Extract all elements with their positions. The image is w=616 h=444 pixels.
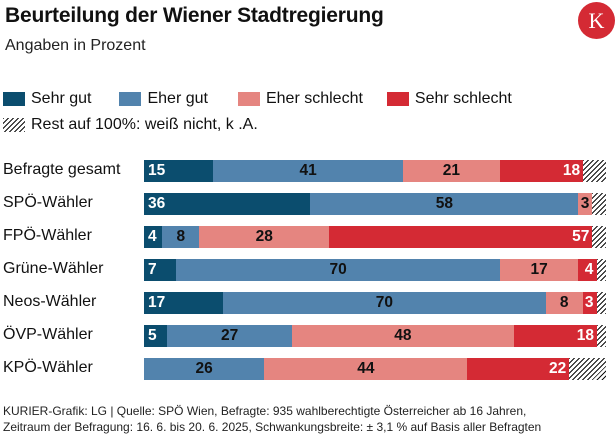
footer-details: Zeitraum der Befragung: 16. 6. bis 20. 6… xyxy=(3,420,542,434)
bar-segment-gruene-waehler-eher-schlecht xyxy=(499,259,579,281)
bar-segment-befragte-gesamt-eher-gut xyxy=(213,160,403,182)
data-label-befragte-gesamt-sehr-gut: 15 xyxy=(148,162,166,179)
bar-segment-kpoe-waehler-sehr-schlecht xyxy=(467,358,570,380)
legend-label-rest: Rest auf 100%: weiß nicht, k .A. xyxy=(31,116,258,133)
data-label-fpoe-waehler-sehr-gut: 4 xyxy=(148,228,157,245)
data-label-neos-waehler-sehr-schlecht: 3 xyxy=(584,294,594,311)
bar-rest-gruene-waehler xyxy=(596,259,606,281)
data-label-gruene-waehler-sehr-gut: 7 xyxy=(148,261,157,278)
legend-swatch-sehr-schlecht xyxy=(386,92,409,106)
bar-segment-oevp-waehler-eher-schlecht xyxy=(291,325,514,347)
bar-rest-neos-waehler xyxy=(596,292,606,314)
data-label-befragte-gesamt-eher-schlecht: 21 xyxy=(442,162,460,179)
legend-label-sehr-gut: Sehr gut xyxy=(31,90,92,107)
bar-rest-fpoe-waehler xyxy=(592,226,606,248)
row-label-gruene-waehler: Grüne-Wähler xyxy=(3,260,104,277)
bar-segment-fpoe-waehler-eher-schlecht xyxy=(199,226,329,248)
legend-swatch-rest xyxy=(3,118,25,132)
bar-rest-oevp-waehler xyxy=(596,325,606,347)
bar-rest-befragte-gesamt xyxy=(582,160,606,182)
data-label-oevp-waehler-sehr-gut: 5 xyxy=(148,327,157,344)
bar-segment-spoe-waehler-sehr-gut xyxy=(144,193,311,215)
bar-rest-spoe-waehler xyxy=(592,193,606,215)
bar-segment-befragte-gesamt-eher-schlecht xyxy=(402,160,500,182)
data-label-neos-waehler-sehr-gut: 17 xyxy=(148,294,166,311)
data-label-gruene-waehler-sehr-schlecht: 4 xyxy=(584,261,594,278)
data-label-befragte-gesamt-eher-gut: 41 xyxy=(299,162,317,179)
data-label-kpoe-waehler-eher-schlecht: 44 xyxy=(357,360,375,377)
data-label-spoe-waehler-sehr-gut: 36 xyxy=(148,195,166,212)
bar-row-gruene-waehler: 7 70 17 4 xyxy=(144,259,606,281)
data-label-gruene-waehler-eher-gut: 70 xyxy=(329,261,347,278)
row-label-oevp-waehler: ÖVP-Wähler xyxy=(3,326,93,343)
data-label-fpoe-waehler-eher-schlecht: 28 xyxy=(255,228,273,245)
row-label-fpoe-waehler: FPÖ-Wähler xyxy=(3,227,92,244)
bar-segment-befragte-gesamt-sehr-schlecht xyxy=(499,160,583,182)
bar-row-oevp-waehler: 5 27 48 18 xyxy=(144,325,606,347)
bar-row-kpoe-waehler: 26 44 22 xyxy=(144,358,606,380)
bar-segment-oevp-waehler-sehr-schlecht xyxy=(513,325,597,347)
bar-segment-neos-waehler-sehr-gut xyxy=(144,292,223,314)
chart-title: Beurteilung der Wiener Stadtregierung xyxy=(5,4,384,27)
footer-source: KURIER-Grafik: LG | Quelle: SPÖ Wien, Be… xyxy=(3,404,527,418)
legend-item-sehr-schlecht: Sehr schlecht xyxy=(386,90,512,108)
data-label-spoe-waehler-eher-schlecht: 3 xyxy=(580,195,590,212)
row-label-befragte-gesamt: Befragte gesamt xyxy=(3,161,121,178)
legend-item-sehr-gut: Sehr gut xyxy=(3,90,91,108)
data-label-fpoe-waehler-eher-gut: 8 xyxy=(176,228,186,245)
bar-segment-fpoe-waehler-sehr-schlecht xyxy=(328,226,593,248)
row-label-spoe-waehler: SPÖ-Wähler xyxy=(3,194,93,211)
data-label-kpoe-waehler-eher-gut: 26 xyxy=(195,360,213,377)
bar-segment-neos-waehler-eher-schlecht xyxy=(545,292,583,314)
legend-label-eher-schlecht: Eher schlecht xyxy=(265,90,363,107)
data-label-gruene-waehler-eher-schlecht: 17 xyxy=(530,261,548,278)
bar-segment-neos-waehler-eher-gut xyxy=(222,292,546,314)
data-label-oevp-waehler-eher-schlecht: 48 xyxy=(394,327,412,344)
bar-segment-fpoe-waehler-eher-gut xyxy=(162,226,200,248)
bar-rest-kpoe-waehler xyxy=(569,358,606,380)
data-label-neos-waehler-eher-schlecht: 8 xyxy=(559,294,569,311)
bar-row-fpoe-waehler: 4 8 28 57 xyxy=(144,226,606,248)
chart-subtitle: Angaben in Prozent xyxy=(5,37,146,54)
kurier-logo-icon: K xyxy=(578,2,615,39)
bar-segment-gruene-waehler-sehr-gut xyxy=(144,259,177,281)
legend-label-eher-gut: Eher gut xyxy=(147,90,208,107)
data-label-kpoe-waehler-sehr-schlecht: 22 xyxy=(549,360,567,377)
bar-segment-spoe-waehler-eher-gut xyxy=(310,193,579,215)
bar-segment-spoe-waehler-eher-schlecht xyxy=(578,193,593,215)
data-label-befragte-gesamt-sehr-schlecht: 18 xyxy=(562,162,581,179)
bar-segment-fpoe-waehler-sehr-gut xyxy=(144,226,163,248)
data-label-spoe-waehler-eher-gut: 58 xyxy=(435,195,454,212)
row-label-kpoe-waehler: KPÖ-Wähler xyxy=(3,359,93,376)
bar-segment-befragte-gesamt-sehr-gut xyxy=(144,160,214,182)
bar-segment-kpoe-waehler-eher-schlecht xyxy=(264,358,468,380)
legend-item-eher-schlecht: Eher schlecht xyxy=(237,90,363,108)
legend: Sehr gut Eher gut Eher schlecht Sehr sch… xyxy=(3,90,530,108)
bar-row-befragte-gesamt: 15 41 21 18 xyxy=(144,160,606,182)
legend-item-eher-gut: Eher gut xyxy=(119,90,208,108)
data-label-neos-waehler-eher-gut: 70 xyxy=(375,294,393,311)
bar-row-neos-waehler: 17 70 8 3 xyxy=(144,292,606,314)
legend-swatch-eher-gut xyxy=(119,92,142,106)
legend-swatch-sehr-gut xyxy=(3,92,25,106)
bar-segment-gruene-waehler-eher-gut xyxy=(176,259,500,281)
bar-row-spoe-waehler: 36 58 3 xyxy=(144,193,606,215)
bar-segment-gruene-waehler-sehr-schlecht xyxy=(578,259,597,281)
bar-segment-neos-waehler-sehr-schlecht xyxy=(582,292,597,314)
data-label-oevp-waehler-sehr-schlecht: 18 xyxy=(576,327,594,344)
bar-segment-oevp-waehler-eher-gut xyxy=(167,325,292,347)
data-label-fpoe-waehler-sehr-schlecht: 57 xyxy=(572,228,590,245)
data-label-oevp-waehler-eher-gut: 27 xyxy=(220,327,239,344)
legend-swatch-eher-schlecht xyxy=(237,92,260,106)
bar-segment-oevp-waehler-sehr-gut xyxy=(144,325,168,347)
legend-label-sehr-schlecht: Sehr schlecht xyxy=(414,90,512,107)
bar-segment-kpoe-waehler-eher-gut xyxy=(144,358,265,380)
row-label-neos-waehler: Neos-Wähler xyxy=(3,293,97,310)
legend-rest: Rest auf 100%: weiß nicht, k .A. xyxy=(3,116,258,134)
